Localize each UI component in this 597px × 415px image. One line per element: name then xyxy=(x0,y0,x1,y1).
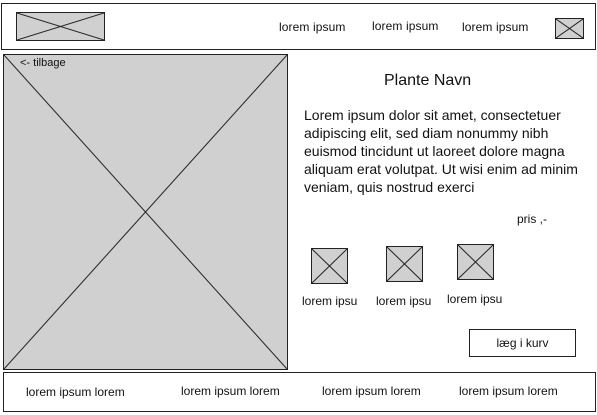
product-price: pris ,- xyxy=(517,212,547,226)
logo-placeholder-icon[interactable] xyxy=(16,12,105,41)
product-image-placeholder-icon xyxy=(3,54,288,370)
add-to-cart-button[interactable]: læg i kurv xyxy=(469,329,576,357)
thumbnail-1-placeholder-icon[interactable] xyxy=(311,248,348,284)
footer-bar: lorem ipsum lorem lorem ipsum lorem lore… xyxy=(3,372,596,412)
footer-link-4[interactable]: lorem ipsum lorem xyxy=(459,384,558,398)
footer-link-2[interactable]: lorem ipsum lorem xyxy=(181,384,280,398)
footer-link-3[interactable]: lorem ipsum lorem xyxy=(322,384,421,398)
thumbnail-1-label: lorem ipsu xyxy=(302,294,358,308)
nav-link-2[interactable]: lorem ipsum xyxy=(372,19,439,33)
thumbnail-3-placeholder-icon[interactable] xyxy=(457,244,494,280)
thumbnail-2-placeholder-icon[interactable] xyxy=(386,246,423,282)
nav-link-1[interactable]: lorem ipsum xyxy=(279,20,346,34)
product-title: Plante Navn xyxy=(384,72,472,89)
cart-placeholder-icon[interactable] xyxy=(555,18,584,39)
back-link[interactable]: <- tilbage xyxy=(20,57,66,69)
product-description: Lorem ipsum dolor sit amet, consectetuer… xyxy=(304,107,578,195)
footer-link-1[interactable]: lorem ipsum lorem xyxy=(26,385,125,399)
thumbnail-3-label: lorem ipsu xyxy=(447,292,503,306)
thumbnail-2-label: lorem ipsu xyxy=(376,294,432,308)
nav-link-3[interactable]: lorem ipsum xyxy=(462,20,529,34)
header-bar: lorem ipsum lorem ipsum lorem ipsum xyxy=(1,3,596,50)
